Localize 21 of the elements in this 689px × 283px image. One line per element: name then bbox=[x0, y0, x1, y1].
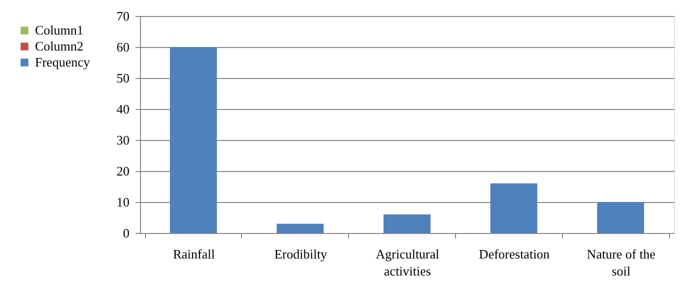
y-tick-label: 20 bbox=[116, 164, 130, 178]
y-tick-label: 30 bbox=[116, 132, 130, 148]
y-tick-label: 10 bbox=[116, 194, 130, 210]
bar bbox=[170, 47, 217, 233]
legend-label: Column2 bbox=[35, 38, 84, 54]
x-tick-label: Erodibilty bbox=[274, 246, 328, 262]
x-tick-label: Nature of the soil bbox=[586, 246, 656, 278]
y-tick-label: 40 bbox=[116, 102, 130, 116]
bar bbox=[597, 202, 644, 233]
bar bbox=[276, 224, 324, 233]
y-tick-label: 0 bbox=[123, 226, 130, 240]
bar bbox=[490, 183, 538, 233]
y-tick-label: 50 bbox=[116, 70, 130, 86]
x-tick-label: Agricultural activities bbox=[376, 246, 440, 278]
legend-label: Column1 bbox=[35, 22, 84, 38]
y-tick-label: 60 bbox=[116, 40, 130, 54]
x-tick-label: Rainfall bbox=[172, 246, 216, 262]
x-tick-label: Deforestation bbox=[478, 246, 550, 262]
y-tick-label: 70 bbox=[116, 8, 130, 24]
bar bbox=[384, 214, 430, 233]
legend-label: Frequency bbox=[35, 54, 90, 70]
